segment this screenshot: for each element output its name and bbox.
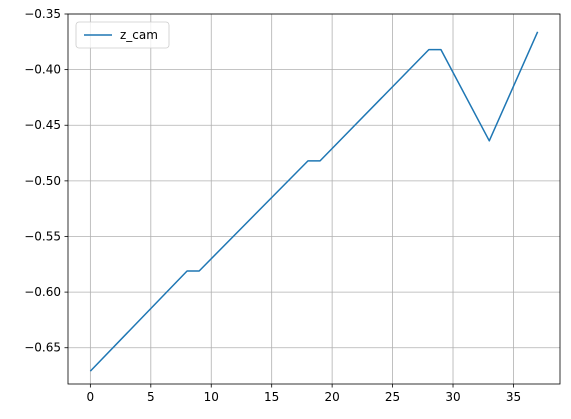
y-tick-label: −0.60 bbox=[24, 285, 61, 299]
grid bbox=[68, 13, 560, 384]
plot-frame bbox=[67, 13, 561, 385]
series-line-z_cam bbox=[89, 31, 539, 372]
y-tick-label: −0.40 bbox=[24, 63, 61, 77]
legend-label: z_cam bbox=[120, 28, 158, 42]
legend-box bbox=[75, 21, 170, 49]
legend: z_cam bbox=[75, 21, 170, 49]
y-tick-label: −0.35 bbox=[24, 7, 61, 21]
y-tick-label: −0.65 bbox=[24, 341, 61, 355]
series-lines bbox=[89, 31, 539, 372]
x-tick-label: 35 bbox=[506, 390, 521, 404]
x-tick-label: 0 bbox=[87, 390, 95, 404]
x-tick-label: 10 bbox=[204, 390, 219, 404]
x-tick-label: 20 bbox=[324, 390, 339, 404]
axis-ticks: 0 5 10 15 20 25 30 35 −0.65 −0.60 −0.55 −0.50 −0.45 −… bbox=[24, 7, 521, 404]
x-tick-label: 30 bbox=[445, 390, 460, 404]
y-tick-label: −0.55 bbox=[24, 229, 61, 243]
x-tick-label: 25 bbox=[385, 390, 400, 404]
x-tick-label: 15 bbox=[264, 390, 279, 404]
y-tick-label: −0.50 bbox=[24, 174, 61, 188]
y-tick-label: −0.45 bbox=[24, 118, 61, 132]
x-tick-label: 5 bbox=[147, 390, 155, 404]
